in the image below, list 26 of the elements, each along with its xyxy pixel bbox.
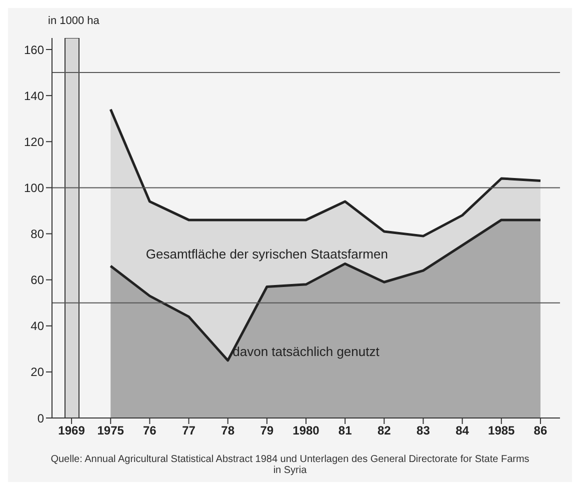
- x-tick-label: 84: [456, 424, 470, 438]
- y-tick-label: 100: [24, 180, 44, 195]
- series-label: Gesamtfläche der syrischen Staatsfarmen: [146, 246, 388, 262]
- y-tick-label: 120: [24, 134, 44, 149]
- x-tick-label: 79: [260, 424, 274, 438]
- y-tick-label: 80: [30, 227, 44, 242]
- y-axis-title: in 1000 ha: [48, 15, 100, 27]
- x-tick-label: 1975: [97, 424, 124, 438]
- x-tick-label: 82: [377, 424, 392, 438]
- y-tick-label: 0: [37, 411, 44, 426]
- x-tick-label: 1980: [292, 424, 320, 438]
- series-label: davon tatsächlich genutzt: [232, 344, 380, 360]
- x-tick-label: 1985: [488, 424, 516, 438]
- x-tick-label: 1969: [58, 424, 86, 438]
- x-tick-label: 86: [534, 424, 548, 438]
- x-tick-label: 76: [143, 424, 157, 438]
- y-tick-label: 40: [30, 319, 44, 334]
- x-tick-label: 77: [182, 424, 196, 438]
- x-tick-label: 83: [416, 424, 430, 438]
- x-tick-label: 78: [221, 424, 235, 438]
- y-tick-label: 20: [30, 365, 44, 380]
- source-note: Quelle: Annual Agricultural Statistical Abstract 1984 und Unterlagen des General Directorate for State Farms in Syria: [50, 453, 530, 478]
- y-tick-label: 140: [24, 88, 44, 103]
- y-tick-label: 160: [24, 42, 44, 57]
- x-tick-label: 81: [338, 424, 352, 438]
- y-tick-label: 60: [30, 273, 44, 288]
